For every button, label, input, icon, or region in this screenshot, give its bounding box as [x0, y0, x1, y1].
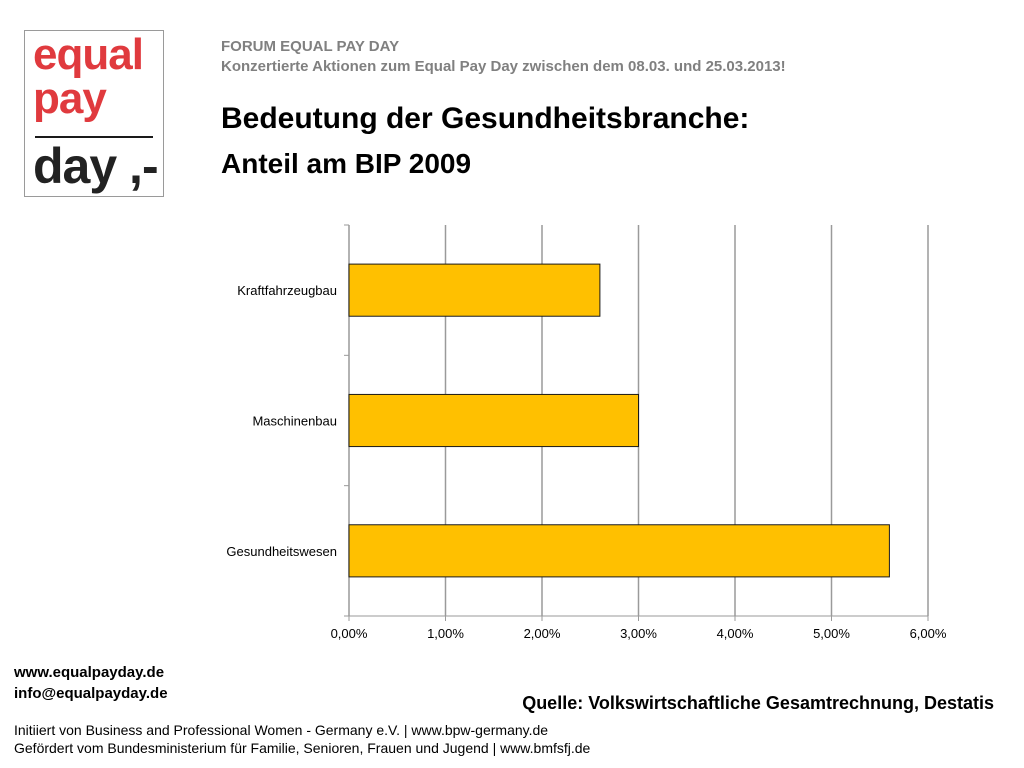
campaign-subtitle: Konzertierte Aktionen zum Equal Pay Day … [221, 58, 786, 75]
logo-word-pay: pay [33, 74, 107, 123]
x-tick-label: 6,00% [910, 626, 947, 641]
x-tick-label: 0,00% [331, 626, 368, 641]
bar-gesundheitswesen [348, 524, 890, 578]
logo-word-day: day ,- [33, 138, 159, 194]
bar-kraftfahrzeugbau [348, 263, 601, 317]
footer-sponsor: Gefördert vom Bundesministerium für Fami… [14, 740, 591, 756]
chart-source: Quelle: Volkswirtschaftliche Gesamtrechn… [522, 693, 994, 713]
website-link[interactable]: www.equalpayday.de [14, 664, 165, 681]
email-link[interactable]: info@equalpayday.de [14, 685, 168, 702]
bar-maschinenbau [348, 393, 639, 448]
logo-word-equal: equal [33, 30, 144, 79]
equal-pay-day-logo: equal pay day ,- [24, 30, 164, 197]
category-label: Maschinenbau [252, 414, 337, 429]
x-tick-label: 5,00% [813, 626, 850, 641]
x-tick-label: 4,00% [717, 626, 754, 641]
footer-initiator: Initiiert von Business and Professional … [14, 722, 549, 738]
category-label: Gesundheitswesen [226, 544, 337, 559]
x-tick-label: 1,00% [427, 626, 464, 641]
page-title: Bedeutung der Gesundheitsbranche: [221, 102, 750, 135]
category-label: Kraftfahrzeugbau [237, 283, 337, 298]
x-tick-label: 3,00% [620, 626, 657, 641]
logo-rule [35, 136, 153, 138]
page-subtitle: Anteil am BIP 2009 [221, 148, 472, 179]
bar-chart: 0,00% 1,00% 2,00% 3,00% 4,00% 5,00% 6,00% Kraft… [226, 224, 947, 641]
forum-label: FORUM EQUAL PAY DAY [221, 38, 400, 55]
x-tick-label: 2,00% [524, 626, 561, 641]
